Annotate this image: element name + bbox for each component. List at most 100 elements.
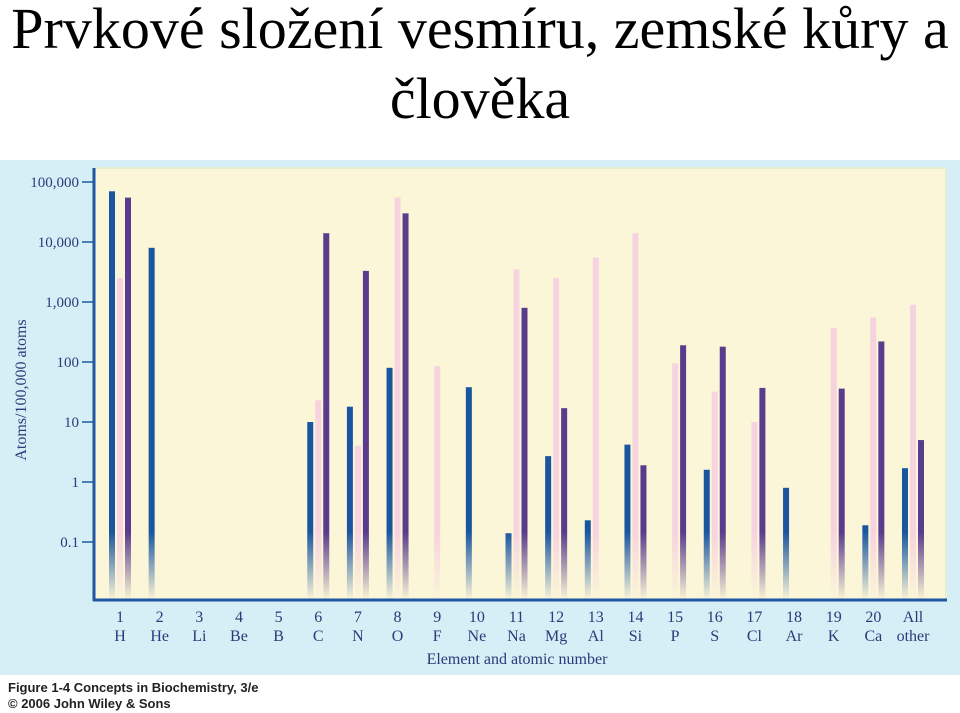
x-tick-symbol: N [352,628,364,645]
bar-universe-other [902,468,908,600]
y-axis-title: Atoms/100,000 atoms [13,319,30,460]
bar-universe-al [584,520,591,600]
caption-line-2: © 2006 John Wiley & Sons [8,696,171,711]
x-tick-symbol: Cl [747,628,763,645]
x-tick-symbol: He [150,628,169,645]
bar-human-mg [561,408,568,600]
bar-crust-n [354,445,361,600]
x-tick-number: 20 [865,609,881,626]
bar-human-n [362,270,369,600]
x-tick-number: 10 [469,609,485,626]
x-tick-number: 4 [235,609,243,626]
figure-panel: 100,000 10,000 1,000 100 10 1 0.1 1 H 2 He 3 Li 4 Be 5… [0,160,960,675]
bar-crust-c [315,400,322,600]
x-tick-number: 7 [354,609,362,626]
x-tick-symbol: Ne [468,628,487,645]
bar-universe-o [386,367,393,600]
x-tick-symbol: Na [507,628,526,645]
x-tick-number: 8 [394,609,402,626]
x-tick-symbol: Ar [786,628,804,645]
y-tick-label: 100 [57,355,80,371]
bar-human-h [125,197,131,600]
bar-universe-mg [545,456,552,600]
x-tick-symbol: H [114,628,126,645]
x-tick-symbol: Ca [864,628,882,645]
bar-human-other [918,440,924,600]
bar-crust-al [592,257,599,600]
bar-crust-o [394,197,401,600]
x-axis-title: Element and atomic number [427,651,609,668]
x-tick-number: 2 [156,609,164,626]
x-tick-symbol: B [273,628,284,645]
bar-human-si [640,465,647,600]
bar-universe-s [703,469,710,600]
x-tick-number: 13 [588,609,604,626]
bar-universe-he [148,247,155,600]
bar-universe-ne [465,387,472,600]
x-tick-symbol: Be [230,628,248,645]
x-tick-number: 11 [509,609,524,626]
bar-universe-ar [783,487,790,600]
x-tick-symbol: Li [192,628,207,645]
bar-crust-cl [751,422,758,600]
bar-universe-n [346,406,353,600]
x-tick-symbol: P [671,628,680,645]
bar-human-k [838,388,845,600]
x-tick-symbol: O [392,628,404,645]
bar-human-cl [759,387,766,600]
bar-crust-h [117,278,123,600]
y-tick-label: 1,000 [45,295,79,311]
x-tick-number: 17 [746,609,762,626]
x-tick-number: 3 [195,609,203,626]
bar-crust-p [672,363,679,600]
y-tick-label: 10 [64,415,79,431]
bar-universe-si [624,444,631,600]
x-tick-number: 9 [433,609,441,626]
x-tick-symbol: Al [588,628,605,645]
x-tick-symbol: F [433,628,442,645]
bar-crust-si [632,233,639,600]
x-tick-symbol: Si [629,628,643,645]
bar-crust-na [513,269,520,600]
bar-human-ca [878,341,885,600]
x-tick-number: 14 [627,609,643,626]
bar-universe-ca [862,525,869,600]
bar-crust-mg [553,278,560,600]
x-tick-number: 15 [667,609,683,626]
bar-crust-ca [870,317,877,600]
x-tick-number: 19 [826,609,842,626]
x-tick-symbol: K [828,628,840,645]
x-tick-number: All [903,609,924,626]
x-tick-symbol: C [313,628,324,645]
bar-crust-s [711,391,718,600]
x-tick-number: 18 [786,609,802,626]
plot-area [94,168,946,600]
caption-line-1: Figure 1-4 Concepts in Biochemistry, 3/e [8,680,259,695]
bar-crust-f [434,366,441,600]
x-tick-number: 6 [314,609,322,626]
x-tick-symbol: other [897,628,931,645]
y-tick-label: 10,000 [38,235,79,251]
x-tick-symbol: S [710,628,719,645]
bar-crust-other [910,304,916,600]
abundance-chart: 100,000 10,000 1,000 100 10 1 0.1 1 H 2 He 3 Li 4 Be 5… [13,167,947,668]
slide-title: Prvkové složení vesmíru, zemské kůry a č… [11,0,949,131]
x-tick-number: 1 [116,609,124,626]
bar-human-s [719,346,726,600]
bar-human-c [323,233,330,600]
bar-universe-h [109,191,115,600]
bar-human-p [680,345,687,600]
bar-universe-na [505,533,512,600]
y-tick-label: 100,000 [30,175,79,191]
x-tick-number: 16 [707,609,723,626]
y-tick-label: 0.1 [60,535,79,551]
bar-human-na [521,307,528,600]
bar-human-o [402,213,409,600]
x-tick-number: 12 [548,609,564,626]
figure-caption: Figure 1-4 Concepts in Biochemistry, 3/e… [8,680,258,712]
y-tick-label: 1 [72,475,80,491]
x-tick-symbol: Mg [545,628,567,645]
x-tick-number: 5 [275,609,283,626]
bar-universe-c [307,422,314,600]
bar-crust-k [830,327,837,600]
